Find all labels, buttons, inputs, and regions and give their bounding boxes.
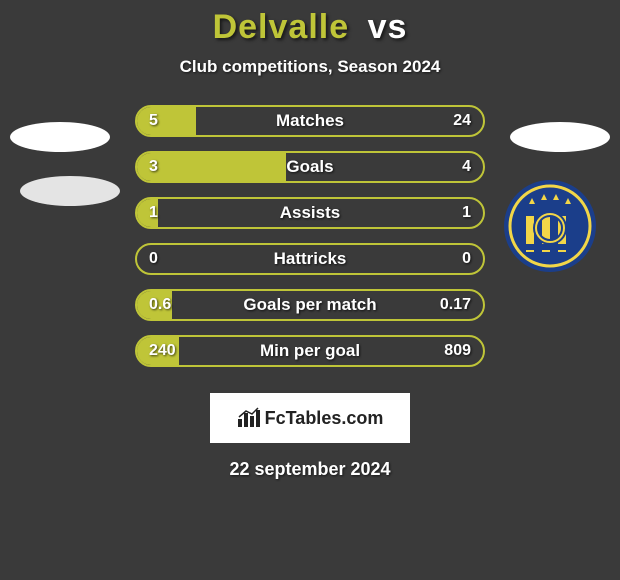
stat-value-right: 809 bbox=[444, 337, 471, 365]
stat-row: 240Min per goal809 bbox=[135, 335, 485, 367]
stat-label: Assists bbox=[137, 199, 483, 227]
stat-label: Min per goal bbox=[137, 337, 483, 365]
stat-value-right: 1 bbox=[462, 199, 471, 227]
stat-row: 3Goals4 bbox=[135, 151, 485, 183]
comparison-bars: 5Matches24 3Goals4 1Assists1 0Hattricks0 0.6… bbox=[135, 105, 485, 367]
player1-badge-placeholder-2 bbox=[20, 176, 120, 206]
player1-badge-placeholder bbox=[10, 122, 110, 152]
stat-row: 1Assists1 bbox=[135, 197, 485, 229]
stat-row: 5Matches24 bbox=[135, 105, 485, 137]
stat-label: Goals bbox=[137, 153, 483, 181]
player2-badge-placeholder bbox=[510, 122, 610, 152]
page-container: Delvalle vs Club competitions, Season 20… bbox=[0, 0, 620, 580]
player1-name: Delvalle bbox=[213, 8, 350, 46]
stat-value-right: 4 bbox=[462, 153, 471, 181]
page-title: Delvalle vs bbox=[0, 8, 620, 47]
stat-row: 0Hattricks0 bbox=[135, 243, 485, 275]
club-crest-icon bbox=[504, 180, 596, 272]
stat-value-right: 24 bbox=[453, 107, 471, 135]
stat-label: Matches bbox=[137, 107, 483, 135]
stat-label: Hattricks bbox=[137, 245, 483, 273]
stat-row: 0.6Goals per match0.17 bbox=[135, 289, 485, 321]
fctables-logo[interactable]: FcTables.com bbox=[210, 393, 410, 443]
vs-text: vs bbox=[368, 8, 408, 46]
fctables-logo-text: FcTables.com bbox=[265, 408, 384, 429]
page-subtitle: Club competitions, Season 2024 bbox=[0, 57, 620, 77]
date-text: 22 september 2024 bbox=[0, 459, 620, 480]
stat-value-right: 0 bbox=[462, 245, 471, 273]
stat-value-right: 0.17 bbox=[440, 291, 471, 319]
fctables-chart-icon bbox=[237, 407, 261, 429]
stat-label: Goals per match bbox=[137, 291, 483, 319]
